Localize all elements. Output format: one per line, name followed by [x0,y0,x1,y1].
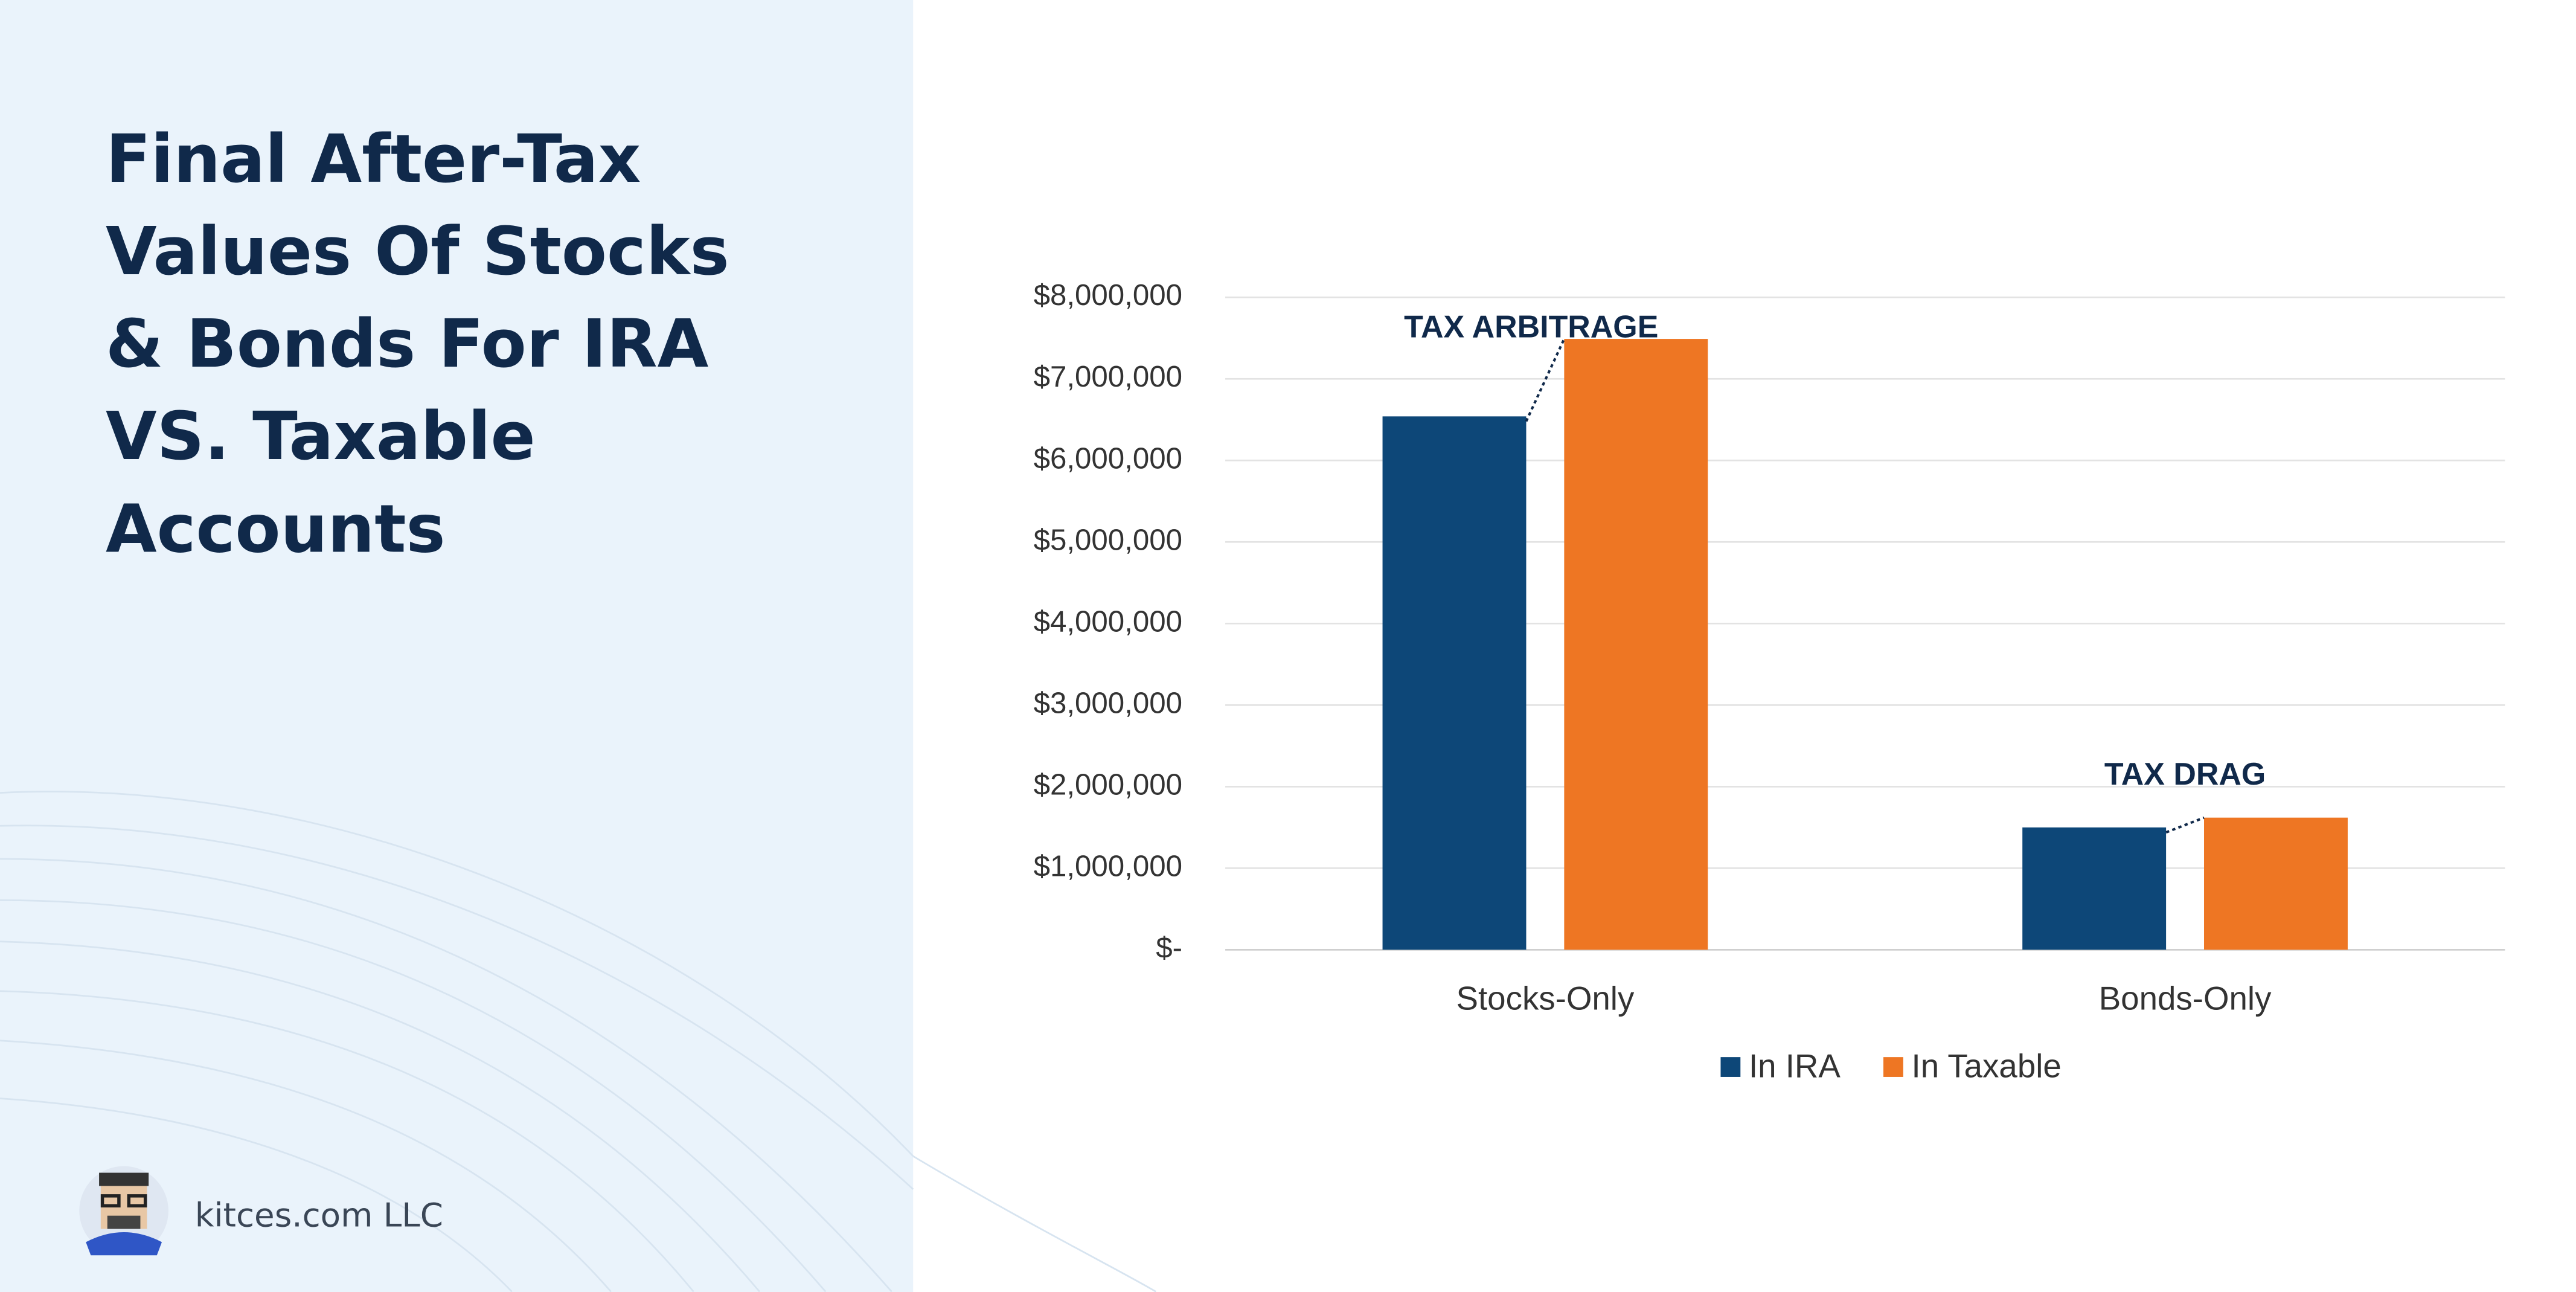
y-tick-label: $2,000,000 [1034,768,1182,801]
y-tick-label: $6,000,000 [1034,442,1182,475]
y-tick-label: $4,000,000 [1034,605,1182,638]
bar [2022,827,2167,950]
decor-curves [0,791,1156,1292]
y-tick-label: $7,000,000 [1034,360,1182,393]
legend-swatch [1720,1057,1741,1077]
annotation: TAX DRAG [2104,757,2266,792]
title-line: Accounts [106,490,446,567]
legend-label: In Taxable [1912,1047,2062,1085]
connector [2165,816,2205,834]
legend-label: In IRA [1749,1047,1841,1085]
y-tick-label: $1,000,000 [1034,849,1182,882]
y-tick-label: $3,000,000 [1034,686,1182,719]
title-line: Values Of Stocks [106,213,729,290]
annotation: TAX ARBITRAGE [1404,309,1658,344]
bar [2204,817,2348,950]
y-tick-label: $- [1156,931,1182,964]
x-tick-label: Bonds-Only [2099,980,2272,1017]
y-tick-label: $8,000,000 [1034,278,1182,312]
connector [1525,338,1566,422]
title-line: & Bonds For IRA [106,305,709,382]
avatar [79,1166,168,1256]
legend-swatch [1883,1057,1903,1077]
side-panel [0,0,914,1292]
title-line: Final After-Tax [106,120,641,198]
bar [1382,416,1527,950]
title: Final After-Tax Values Of Stocks & Bonds F… [106,120,729,568]
footer: kitces.com LLC [195,1196,443,1235]
x-tick-label: Stocks-Only [1456,980,1635,1017]
bar [1564,339,1708,950]
title-line: VS. Taxable [106,397,536,475]
y-tick-label: $5,000,000 [1034,523,1182,556]
